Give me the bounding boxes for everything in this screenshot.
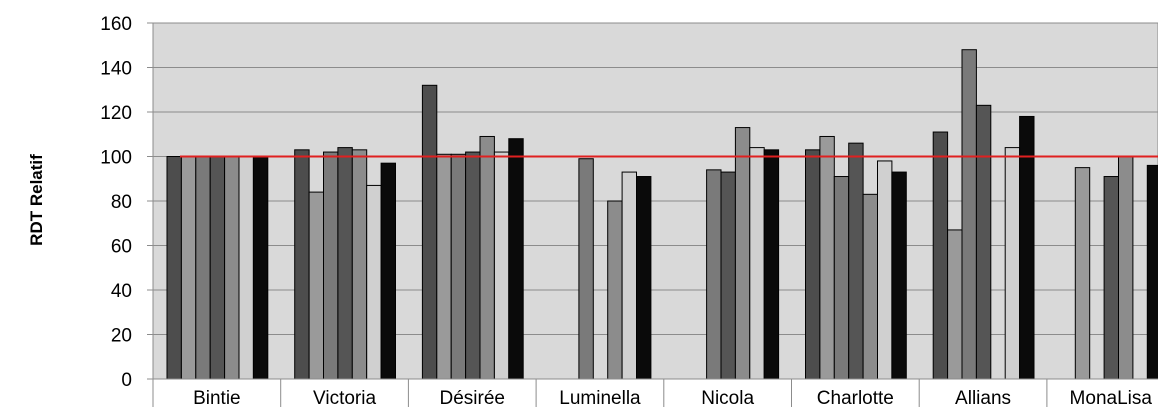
bar (975, 104, 992, 380)
bar (1146, 164, 1158, 380)
bar (961, 49, 977, 380)
bar (763, 149, 780, 380)
bar (877, 160, 893, 380)
y-tick-label: 20 (111, 326, 132, 347)
category-label: Luminella (559, 388, 641, 407)
y-tick-label: 120 (100, 103, 132, 124)
bar (493, 151, 510, 380)
bar (479, 135, 495, 380)
y-tick-label: 160 (100, 14, 132, 35)
y-tick-label: 100 (100, 148, 132, 169)
bar (224, 156, 240, 380)
bar (932, 131, 949, 380)
bar (380, 162, 397, 380)
bar (337, 147, 353, 380)
bar (1103, 176, 1119, 380)
y-tick-label: 80 (111, 192, 132, 213)
bar (421, 84, 438, 380)
bar (180, 156, 197, 380)
bar (607, 200, 623, 380)
y-tick-label: 0 (121, 370, 132, 391)
bar (947, 229, 963, 380)
bar (308, 191, 325, 380)
bar (749, 147, 765, 380)
category-label: Allians (955, 388, 1011, 407)
bar (833, 176, 850, 380)
bar (621, 171, 637, 380)
category-label: Victoria (313, 388, 376, 407)
bar (1074, 167, 1091, 380)
bar (351, 149, 368, 380)
bar (891, 171, 907, 380)
bar (323, 151, 339, 380)
x-axis-categories: Bintie Victoria Désirée Luminella Nicola Char… (152, 378, 1158, 407)
bar (252, 156, 269, 380)
bar (465, 151, 481, 380)
category-label: MonaLisa (1070, 388, 1153, 407)
bar (819, 135, 835, 380)
bar (508, 138, 524, 380)
bar (805, 149, 821, 380)
y-tick-label: 60 (111, 237, 132, 258)
bar (166, 156, 182, 380)
bars (166, 49, 1158, 380)
y-tick-label: 40 (111, 281, 132, 302)
category-label: Charlotte (817, 388, 894, 407)
bar (578, 158, 594, 380)
category-label: Désirée (440, 388, 505, 407)
y-tick-label: 140 (100, 59, 132, 80)
bar (636, 176, 652, 380)
category-label: Nicola (701, 388, 754, 407)
y-axis-label: RDT Relatif (27, 154, 46, 246)
bar (209, 156, 226, 380)
bar (1118, 156, 1134, 380)
bar (862, 193, 878, 380)
bar (450, 153, 467, 380)
bar (238, 156, 254, 380)
bar (294, 149, 310, 380)
bar (848, 142, 864, 380)
bar (436, 153, 452, 380)
bar (195, 156, 211, 380)
bar (734, 127, 751, 380)
category-label: Bintie (193, 388, 241, 407)
y-axis-ticks: 0 20 40 60 80 100 120 140 160 (100, 14, 153, 391)
bar (720, 171, 736, 380)
bar (1004, 147, 1021, 380)
bar (366, 184, 382, 380)
bar (706, 169, 722, 380)
